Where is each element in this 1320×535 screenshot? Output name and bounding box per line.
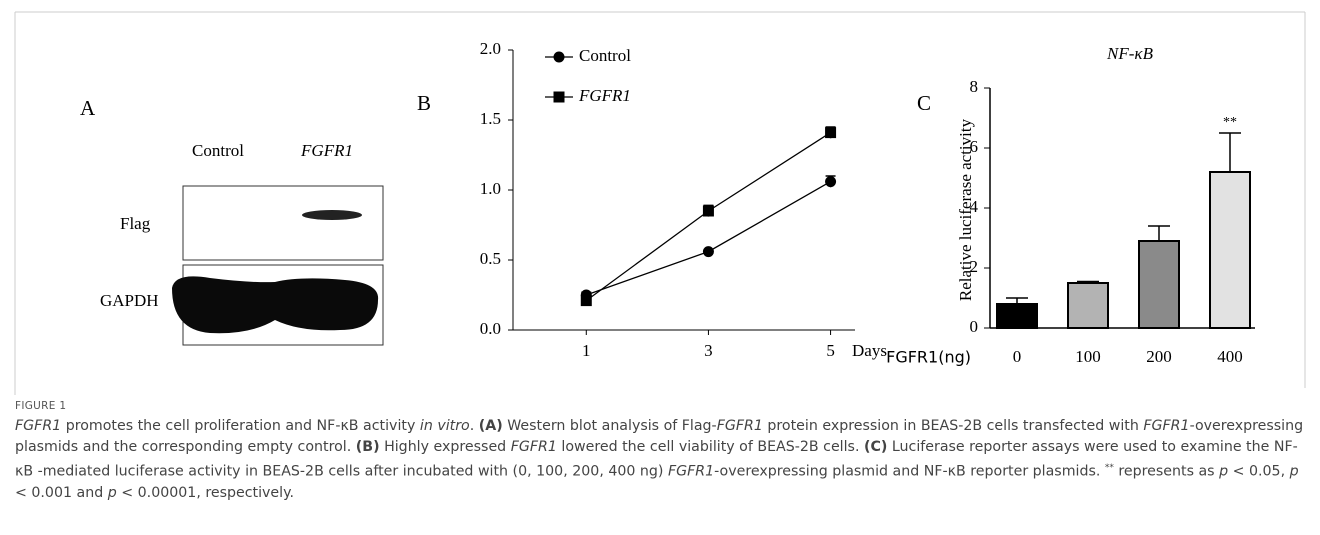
caption-run: promotes the cell proliferation and NF-κ… <box>61 418 420 434</box>
caption-run: (C) <box>864 439 887 455</box>
legend-marker <box>554 52 565 63</box>
y-tick-label: 0.0 <box>480 319 501 338</box>
caption-run: FGFR1 <box>668 464 714 480</box>
caption-run: (A) <box>479 418 503 434</box>
figure: A Control FGFR1 Flag GAPDH B 0.0 0.5 1.0 1.5… <box>0 0 1320 395</box>
x-tick-label: 5 <box>826 341 835 360</box>
bar <box>1139 241 1179 328</box>
panel-label: B <box>417 91 431 115</box>
caption-run: p <box>1219 464 1228 480</box>
caption-run: FGFR1 <box>511 439 557 455</box>
bar <box>997 304 1037 328</box>
caption-run: < 0.001 and <box>15 485 108 501</box>
caption-run: Western blot analysis of Flag- <box>503 418 717 434</box>
legend-label: FGFR1 <box>578 86 631 105</box>
caption-run: FGFR1 <box>717 418 763 434</box>
caption-run: Highly expressed <box>380 439 511 455</box>
y-tick-label: 2 <box>970 257 979 276</box>
y-tick-label: 6 <box>970 137 979 156</box>
blot-band <box>302 210 362 220</box>
caption-label: FIGURE 1 <box>15 400 66 412</box>
y-tick-label: 8 <box>970 77 979 96</box>
annotation: ** <box>1223 115 1237 130</box>
y-tick-label: 1.0 <box>480 179 501 198</box>
x-axis-label: Days <box>852 341 887 360</box>
x-axis-label: FGFR1(ng) <box>886 348 971 367</box>
x-tick-label: 200 <box>1146 347 1172 366</box>
x-tick-label: 400 <box>1217 347 1243 366</box>
lane-label: Control <box>192 141 244 160</box>
y-tick-label: 0.5 <box>480 249 501 268</box>
caption-run: in vitro <box>420 418 470 434</box>
caption-run: -overexpressing plasmid and NF-κB report… <box>714 464 1105 480</box>
caption-run: ** <box>1105 463 1114 473</box>
x-tick-label: 100 <box>1075 347 1101 366</box>
caption-run: p <box>1290 464 1299 480</box>
chart-title: NF-κB <box>1106 44 1154 63</box>
panel-label: C <box>917 91 931 115</box>
marker <box>581 295 592 306</box>
line <box>586 182 830 295</box>
legend-marker <box>554 92 565 103</box>
caption-run: protein expression in BEAS-2B cells tran… <box>763 418 1143 434</box>
caption-run: FGFR1 <box>1143 418 1189 434</box>
error-bar <box>1219 133 1241 172</box>
bar <box>1068 283 1108 328</box>
marker <box>825 176 836 187</box>
marker <box>825 127 836 138</box>
caption-run: (B) <box>356 439 380 455</box>
caption: FGFR1 promotes the cell proliferation an… <box>15 416 1310 504</box>
marker <box>703 206 714 217</box>
caption-run: . <box>470 418 479 434</box>
y-tick-label: 4 <box>970 197 979 216</box>
x-tick-label: 3 <box>704 341 713 360</box>
blot-frame <box>183 186 383 260</box>
caption-run: < 0.00001, respectively. <box>117 485 294 501</box>
x-tick-label: 0 <box>1013 347 1022 366</box>
caption-run: p <box>108 485 117 501</box>
legend-label: Control <box>579 46 631 65</box>
y-tick-label: 2.0 <box>480 39 501 58</box>
bar <box>1210 172 1250 328</box>
lane-label: FGFR1 <box>300 141 353 160</box>
y-tick-label: 0 <box>970 317 979 336</box>
x-tick-label: 1 <box>582 341 591 360</box>
caption-run: represents as <box>1114 464 1219 480</box>
caption-run: lowered the cell viability of BEAS-2B ce… <box>557 439 864 455</box>
marker <box>703 246 714 257</box>
y-tick-label: 1.5 <box>480 109 501 128</box>
row-label: Flag <box>120 214 151 233</box>
caption-run: FGFR1 <box>15 418 61 434</box>
panel-label: A <box>80 96 96 120</box>
error-bar <box>1148 226 1170 241</box>
page: A Control FGFR1 Flag GAPDH B0.00.51.01.5… <box>0 0 1320 535</box>
row-label: GAPDH <box>100 291 159 310</box>
caption-run: < 0.05, <box>1228 464 1290 480</box>
